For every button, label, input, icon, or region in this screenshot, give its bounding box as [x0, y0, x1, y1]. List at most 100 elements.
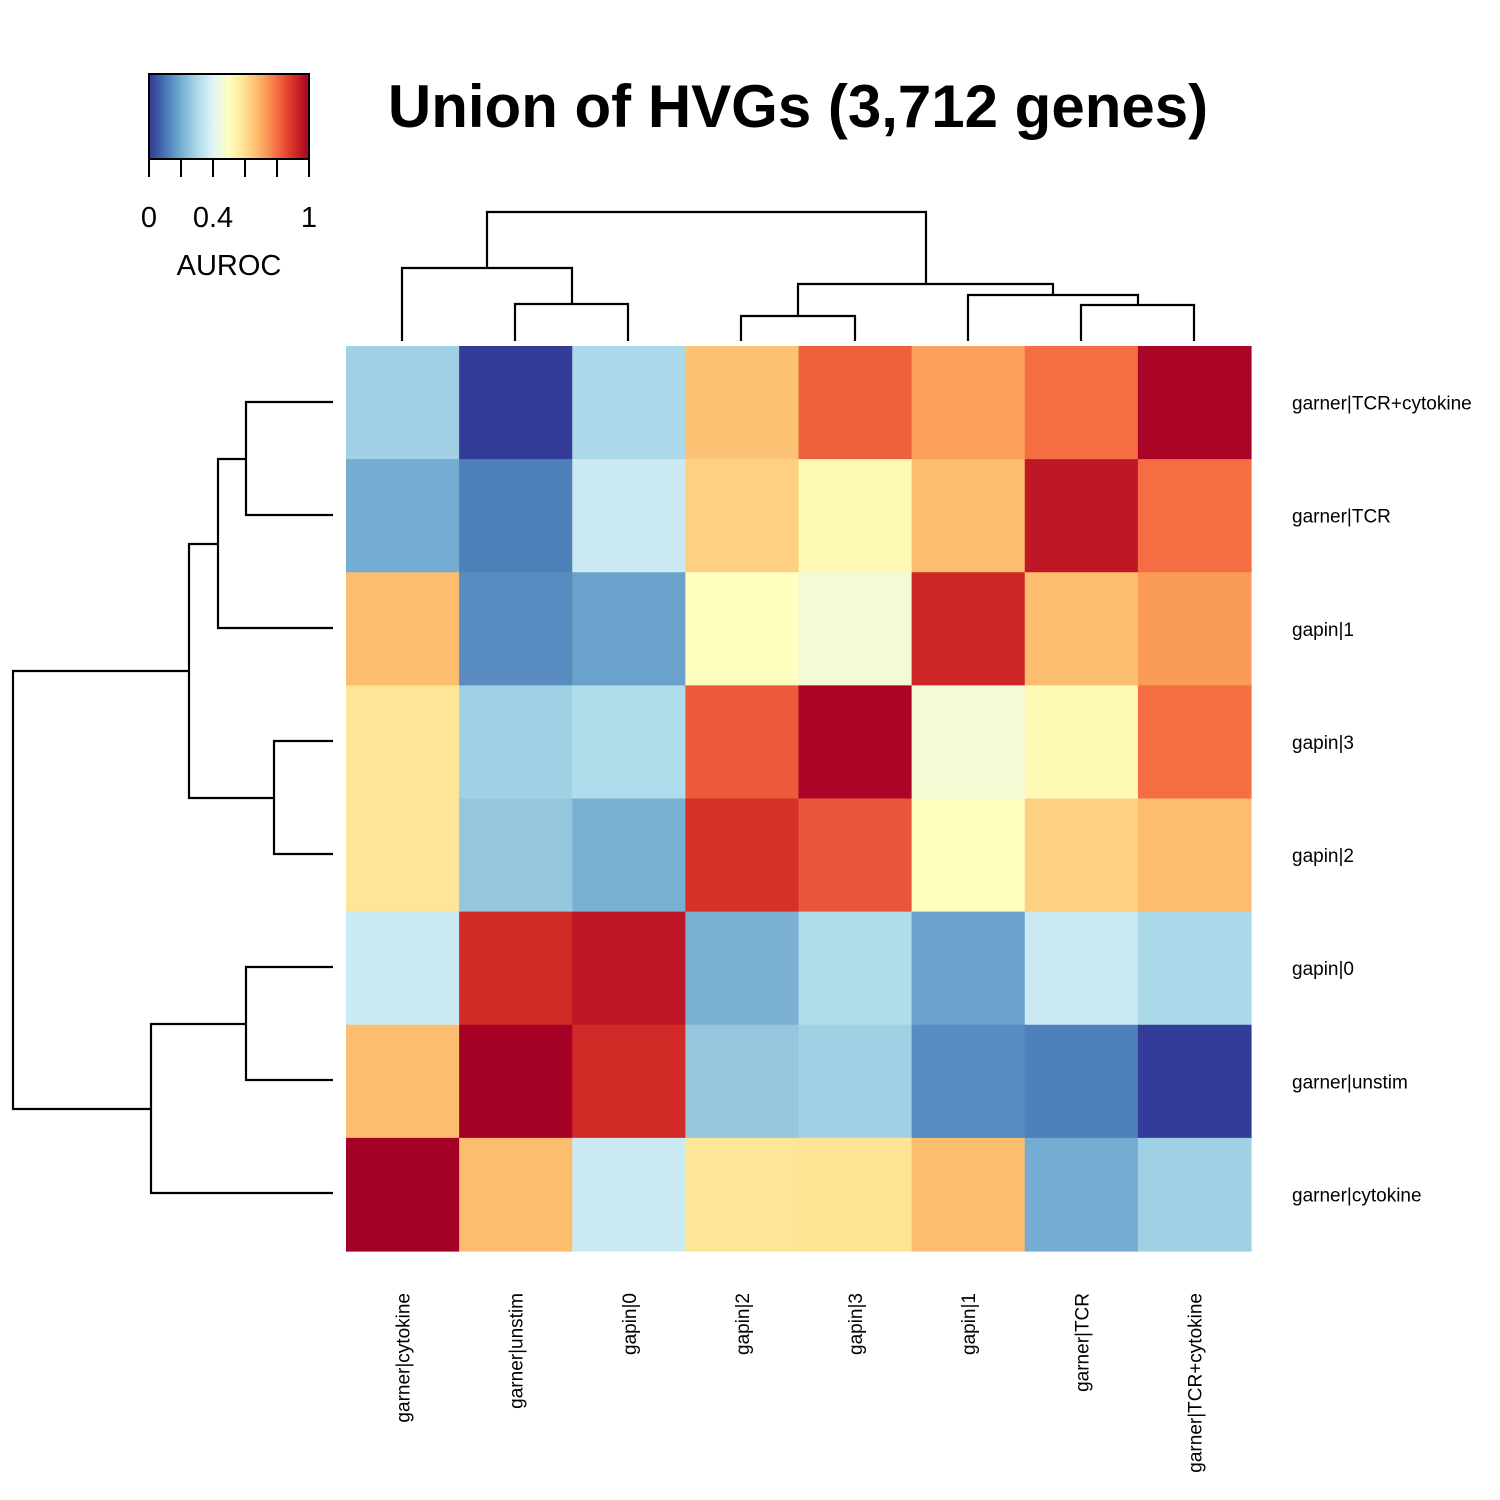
row-label: gapin|2	[1292, 846, 1354, 867]
col-dendro-left-group	[400, 266, 574, 341]
row-dendro-top-group	[187, 542, 274, 800]
heatmap-cell	[798, 1137, 913, 1252]
heatmap-cell	[911, 911, 1026, 1026]
heatmap-cell	[798, 685, 913, 800]
heatmap-cell	[798, 798, 913, 913]
col-dendro-root	[485, 210, 928, 284]
column-label: garner|TCR	[1072, 1293, 1093, 1392]
col-dendro-tcr-tcrcytokine	[1079, 303, 1196, 341]
column-labels: garner|cytokine garner|unstim gapin|0 gapin…	[394, 1293, 1207, 1473]
heatmap-cell	[346, 1024, 460, 1139]
heatmap-cell	[459, 1137, 573, 1252]
heatmap-cell	[572, 459, 686, 573]
heatmap-cell	[685, 346, 800, 460]
row-label: garner|TCR	[1292, 507, 1391, 528]
row-labels: garner|TCR+cytokine garner|TCR gapin|1 gapi…	[1292, 394, 1472, 1207]
col-dendro-unstim-gapin0	[513, 302, 630, 341]
heatmap-cell	[459, 459, 573, 573]
heatmap-cell	[911, 459, 1026, 573]
column-label: garner|cytokine	[394, 1293, 415, 1423]
heatmap-cell	[798, 911, 913, 1026]
heatmap-cell	[1137, 911, 1252, 1026]
color-key-tick-label-mid: 0.4	[193, 202, 233, 234]
row-label: garner|cytokine	[1292, 1185, 1422, 1206]
row-dendro-bottom-group	[149, 1022, 333, 1195]
heatmap-cell	[346, 346, 460, 460]
heatmap-cell	[1024, 1137, 1139, 1252]
row-dendro-root	[11, 669, 189, 1111]
col-dendro-right-group	[796, 282, 1055, 316]
heatmap-cell	[685, 572, 800, 686]
heatmap-cell	[911, 798, 1026, 913]
heatmap-cell	[1137, 459, 1252, 573]
heatmap-cell	[459, 685, 573, 800]
heatmap-cell	[911, 346, 1026, 460]
heatmap-cell	[572, 572, 686, 686]
heatmap-cell	[1024, 685, 1139, 800]
heatmap-cell	[1024, 459, 1139, 573]
color-key-ticks	[148, 159, 310, 177]
heatmap-cell	[1024, 911, 1139, 1026]
color-key-tick-label-min: 0	[141, 202, 157, 234]
heatmap-cell	[685, 685, 800, 800]
heatmap-cell	[798, 572, 913, 686]
heatmap-cell	[1024, 572, 1139, 686]
heatmap-cell	[685, 1024, 800, 1139]
color-key-tick-label-max: 1	[301, 202, 317, 234]
heatmap-cell	[911, 572, 1026, 686]
row-dendro-gapin0-unstim	[244, 965, 333, 1082]
row-label: garner|TCR+cytokine	[1292, 394, 1472, 415]
heatmap-cell	[459, 911, 573, 1026]
heatmap-cell	[1024, 798, 1139, 913]
row-dendrogram	[11, 400, 333, 1195]
heatmap-cell	[346, 685, 460, 800]
heatmap-cell	[911, 1137, 1026, 1252]
heatmap-cell	[685, 459, 800, 573]
heatmap-cell	[572, 346, 686, 460]
row-dendro-tcr-group	[216, 457, 333, 630]
heatmap-cell	[798, 346, 913, 460]
color-key: 0 0.4 1 AUROC	[141, 73, 317, 282]
heatmap-cell	[1137, 1137, 1252, 1252]
heatmap-cell	[1024, 1024, 1139, 1139]
heatmap-cell	[798, 459, 913, 573]
row-label: gapin|0	[1292, 959, 1354, 980]
row-label: gapin|1	[1292, 620, 1354, 641]
heatmap-cell	[911, 685, 1026, 800]
column-label: garner|unstim	[507, 1293, 528, 1409]
heatmap-cell	[346, 911, 460, 1026]
heatmap-cell	[459, 346, 573, 460]
heatmap-cell	[346, 459, 460, 573]
row-dendro-tcrcytokine-tcr	[244, 400, 333, 517]
color-key-bar	[148, 73, 310, 160]
col-dendro-gapin1-tcr-group	[966, 293, 1140, 341]
column-dendrogram	[400, 210, 1196, 341]
column-label: gapin|2	[733, 1293, 754, 1355]
column-label: garner|TCR+cytokine	[1185, 1293, 1206, 1473]
column-label: gapin|1	[959, 1293, 980, 1355]
heatmap-cell	[459, 798, 573, 913]
row-label: garner|unstim	[1292, 1072, 1408, 1093]
col-dendro-gapin2-gapin3	[739, 314, 857, 341]
heatmap-cell	[685, 798, 800, 913]
color-key-title: AUROC	[177, 250, 282, 282]
chart-title: Union of HVGs (3,712 genes)	[388, 73, 1208, 140]
heatmap-cell	[1137, 572, 1252, 686]
heatmap-cell	[1137, 798, 1252, 913]
column-label: gapin|0	[620, 1293, 641, 1355]
heatmap-cell	[911, 1024, 1026, 1139]
heatmap-cell	[346, 1137, 460, 1252]
heatmap-cell	[798, 1024, 913, 1139]
heatmap-cell	[685, 911, 800, 1026]
heatmap-cell	[572, 798, 686, 913]
heatmap-cell	[1137, 1024, 1252, 1139]
heatmap-cell	[572, 685, 686, 800]
heatmap-cell	[1137, 685, 1252, 800]
heatmap-cell	[459, 1024, 573, 1139]
heatmap-cell	[346, 798, 460, 913]
heatmap-cell	[572, 911, 686, 1026]
heatmap-cell	[1024, 346, 1139, 460]
heatmap-cell	[346, 572, 460, 686]
heatmap-cells	[346, 346, 1252, 1252]
